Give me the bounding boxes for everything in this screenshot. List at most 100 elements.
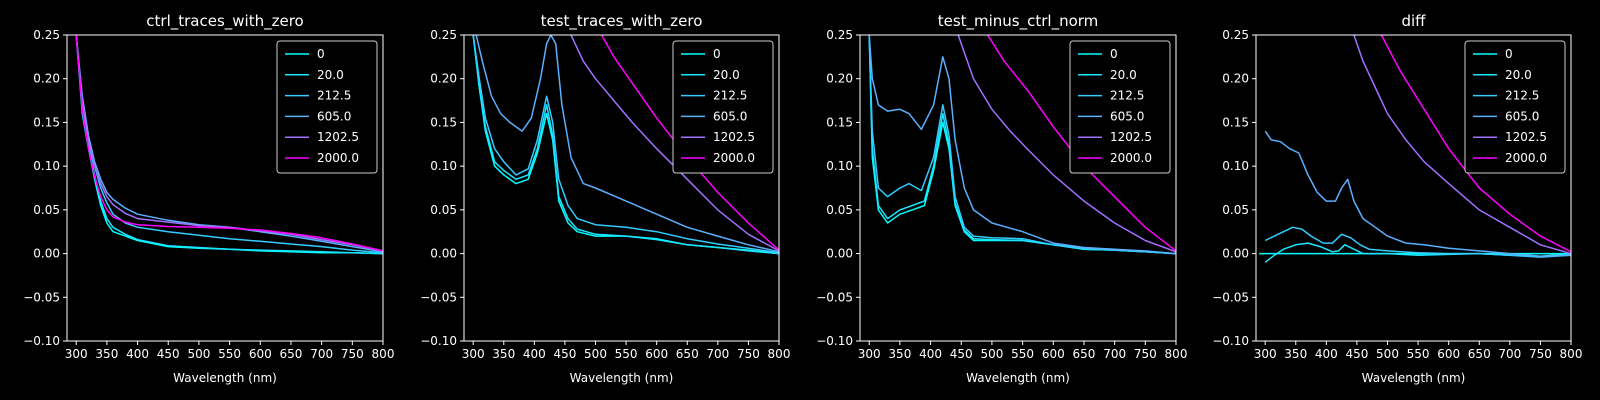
y-tick-label: 0.05	[826, 203, 853, 217]
plot-frame	[66, 34, 384, 342]
legend-entry: 605.0	[713, 109, 747, 123]
legend: 0 20.0 212.5 605.0 1202.5 2000.0	[1464, 40, 1566, 174]
x-tick-label: 700	[310, 347, 333, 361]
legend-box	[672, 40, 774, 174]
series-line-4	[957, 35, 1176, 253]
x-tick-label: 750	[1134, 347, 1157, 361]
x-tick-label: 650	[1073, 347, 1096, 361]
y-tick-label: −0.10	[816, 334, 853, 348]
legend-entry: 0	[1110, 47, 1118, 61]
series-group	[1259, 35, 1571, 263]
legend-entry: 2000.0	[1505, 151, 1547, 165]
y-tick-label: 0.00	[33, 247, 60, 261]
x-tick-label: 650	[280, 347, 303, 361]
legend-entry: 20.0	[317, 68, 344, 82]
x-tick-label: 650	[676, 347, 699, 361]
x-tick-label: 400	[523, 347, 546, 361]
legend-entry: 212.5	[317, 89, 351, 103]
x-tick-label: 550	[218, 347, 241, 361]
y-tick-label: 0.20	[33, 72, 60, 86]
legend-box	[1464, 40, 1566, 174]
y-tick-label: 0.15	[826, 115, 853, 129]
x-tick-label: 350	[492, 347, 515, 361]
x-tick-label: 800	[372, 347, 395, 361]
legend-entry: 2000.0	[713, 151, 755, 165]
chart-panel-0: 300 350 400 450 500 550 600 650 700 750 800 −0.10 −0…	[23, 12, 394, 385]
chart-panel-2: 300 350 400 450 500 550 600 650 700 750 800 −0.10 −0…	[816, 12, 1187, 385]
y-tick-label: 0.10	[826, 159, 853, 173]
x-tick-label: 700	[1498, 347, 1521, 361]
x-tick-label: 500	[980, 347, 1003, 361]
y-tick-label: 0.05	[430, 203, 457, 217]
x-tick-label: 300	[462, 347, 485, 361]
x-tick-label: 750	[1529, 347, 1552, 361]
y-tick-label: −0.05	[23, 290, 60, 304]
x-tick-label: 550	[1011, 347, 1034, 361]
x-tick-label: 400	[1315, 347, 1338, 361]
y-tick-label: 0.10	[33, 159, 60, 173]
x-tick-label: 500	[187, 347, 210, 361]
x-tick-label: 750	[341, 347, 364, 361]
series-line-3	[868, 35, 1176, 255]
y-tick-label: 0.00	[826, 247, 853, 261]
x-axis-label: Wavelength (nm)	[173, 371, 277, 385]
x-tick-label: 550	[1407, 347, 1430, 361]
y-tick-label: −0.05	[420, 290, 457, 304]
series-line-3	[1264, 130, 1571, 257]
series-line-4	[570, 35, 779, 252]
series-line-1	[472, 35, 779, 255]
chart-title: ctrl_traces_with_zero	[146, 12, 303, 31]
y-tick-label: 0.15	[430, 115, 457, 129]
x-tick-label: 350	[888, 347, 911, 361]
legend-entry: 212.5	[713, 89, 747, 103]
x-tick-label: 700	[1103, 347, 1126, 361]
y-tick-label: 0.05	[33, 203, 60, 217]
series-line-5	[986, 35, 1176, 252]
legend-entry: 20.0	[713, 68, 740, 82]
y-tick-label: 0.00	[430, 247, 457, 261]
x-tick-label: 800	[1560, 347, 1583, 361]
series-line-2	[472, 35, 779, 254]
y-tick-label: 0.20	[1222, 72, 1249, 86]
x-tick-label: 350	[1284, 347, 1307, 361]
plot-frame	[1255, 34, 1572, 342]
series-line-2	[868, 35, 1176, 255]
legend-box	[276, 40, 378, 174]
y-tick-label: 0.10	[430, 159, 457, 173]
y-tick-label: 0.05	[1222, 203, 1249, 217]
x-tick-label: 300	[1254, 347, 1277, 361]
y-tick-label: 0.15	[33, 115, 60, 129]
x-axis-label: Wavelength (nm)	[570, 371, 674, 385]
legend: 0 20.0 212.5 605.0 1202.5 2000.0	[1069, 40, 1171, 174]
legend-entry: 605.0	[317, 109, 351, 123]
legend-entry: 20.0	[1505, 68, 1532, 82]
y-tick-label: 0.00	[1222, 247, 1249, 261]
x-tick-label: 500	[1376, 347, 1399, 361]
series-line-5	[600, 35, 779, 251]
legend-entry: 605.0	[1110, 109, 1144, 123]
legend-entry: 212.5	[1505, 89, 1539, 103]
legend-entry: 2000.0	[317, 151, 359, 165]
x-tick-label: 600	[1042, 347, 1065, 361]
legend-entry: 2000.0	[1110, 151, 1152, 165]
x-tick-label: 400	[919, 347, 942, 361]
chart-title: diff	[1401, 12, 1426, 30]
x-axis-label: Wavelength (nm)	[1362, 371, 1466, 385]
y-tick-label: 0.10	[1222, 159, 1249, 173]
y-tick-label: 0.20	[826, 72, 853, 86]
legend: 0 20.0 212.5 605.0 1202.5 2000.0	[276, 40, 378, 174]
x-tick-label: 450	[157, 347, 180, 361]
legend-entry: 1202.5	[713, 130, 755, 144]
y-tick-label: 0.25	[33, 28, 60, 42]
x-tick-label: 650	[1468, 347, 1491, 361]
series-line-5	[75, 35, 383, 252]
legend-entry: 212.5	[1110, 89, 1144, 103]
series-line-4	[1353, 35, 1571, 255]
legend: 0 20.0 212.5 605.0 1202.5 2000.0	[672, 40, 774, 174]
x-tick-label: 600	[249, 347, 272, 361]
series-group	[868, 35, 1176, 255]
legend-entry: 20.0	[1110, 68, 1137, 82]
series-line-3	[475, 35, 779, 253]
plot-frame	[859, 34, 1177, 342]
